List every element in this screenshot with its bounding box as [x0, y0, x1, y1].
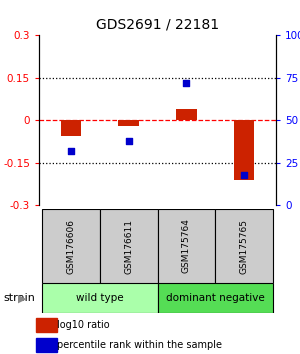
Text: GSM176611: GSM176611 — [124, 218, 133, 274]
Bar — [36, 338, 57, 352]
Text: strain: strain — [3, 293, 35, 303]
Bar — [158, 209, 215, 283]
Bar — [158, 283, 273, 313]
Point — [184, 80, 189, 86]
Text: log10 ratio: log10 ratio — [57, 320, 110, 330]
Text: GSM176606: GSM176606 — [66, 218, 75, 274]
Text: wild type: wild type — [76, 293, 124, 303]
Bar — [176, 109, 196, 120]
Point — [242, 172, 247, 178]
Bar — [42, 283, 158, 313]
Point — [68, 148, 73, 154]
Title: GDS2691 / 22181: GDS2691 / 22181 — [96, 17, 219, 32]
Bar — [100, 209, 158, 283]
Text: ▶: ▶ — [18, 293, 27, 303]
Bar — [61, 120, 81, 136]
Text: GSM175764: GSM175764 — [182, 218, 191, 274]
Bar — [234, 120, 254, 180]
Point — [126, 138, 131, 144]
Text: GSM175765: GSM175765 — [240, 218, 249, 274]
Bar — [42, 209, 100, 283]
Text: dominant negative: dominant negative — [166, 293, 265, 303]
Bar — [215, 209, 273, 283]
Bar — [118, 120, 139, 126]
Bar — [36, 318, 57, 332]
Text: percentile rank within the sample: percentile rank within the sample — [57, 340, 222, 350]
